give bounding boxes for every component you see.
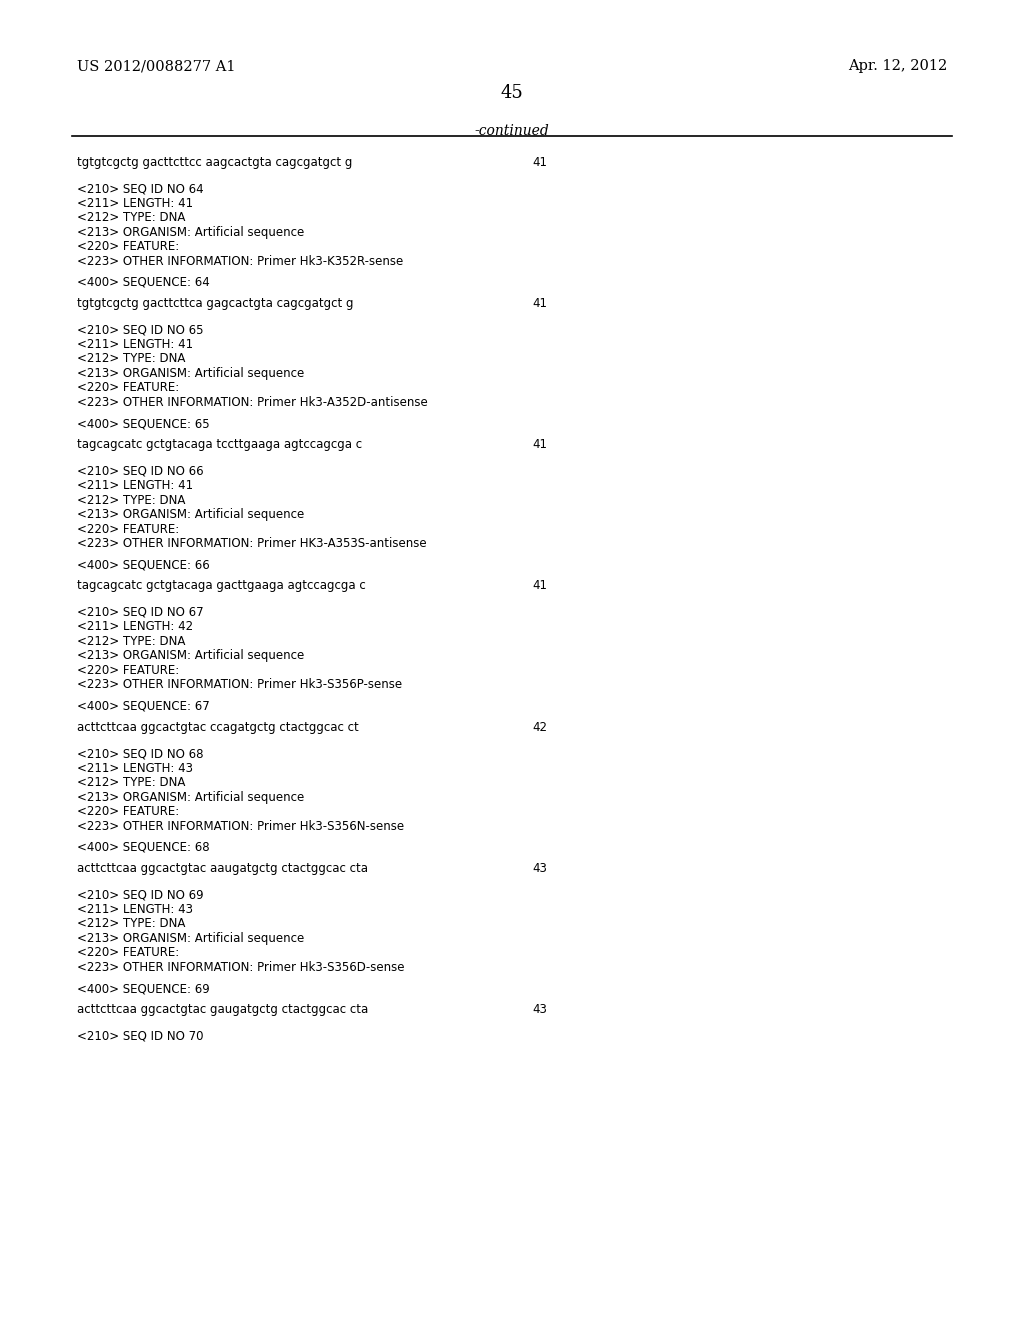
Text: <223> OTHER INFORMATION: Primer Hk3-K352R-sense: <223> OTHER INFORMATION: Primer Hk3-K352…: [77, 255, 403, 268]
Text: <220> FEATURE:: <220> FEATURE:: [77, 240, 179, 253]
Text: <220> FEATURE:: <220> FEATURE:: [77, 523, 179, 536]
Text: <211> LENGTH: 43: <211> LENGTH: 43: [77, 903, 193, 916]
Text: <212> TYPE: DNA: <212> TYPE: DNA: [77, 635, 185, 648]
Text: <213> ORGANISM: Artificial sequence: <213> ORGANISM: Artificial sequence: [77, 508, 304, 521]
Text: <400> SEQUENCE: 68: <400> SEQUENCE: 68: [77, 841, 210, 854]
Text: <213> ORGANISM: Artificial sequence: <213> ORGANISM: Artificial sequence: [77, 649, 304, 663]
Text: 41: 41: [532, 579, 548, 593]
Text: <400> SEQUENCE: 66: <400> SEQUENCE: 66: [77, 558, 210, 572]
Text: <223> OTHER INFORMATION: Primer Hk3-S356D-sense: <223> OTHER INFORMATION: Primer Hk3-S356…: [77, 961, 404, 974]
Text: tgtgtcgctg gacttcttcc aagcactgta cagcgatgct g: tgtgtcgctg gacttcttcc aagcactgta cagcgat…: [77, 156, 352, 169]
Text: <211> LENGTH: 42: <211> LENGTH: 42: [77, 620, 193, 634]
Text: <212> TYPE: DNA: <212> TYPE: DNA: [77, 352, 185, 366]
Text: US 2012/0088277 A1: US 2012/0088277 A1: [77, 59, 236, 74]
Text: acttcttcaa ggcactgtac gaugatgctg ctactggcac cta: acttcttcaa ggcactgtac gaugatgctg ctactgg…: [77, 1003, 368, 1016]
Text: 42: 42: [532, 721, 548, 734]
Text: <213> ORGANISM: Artificial sequence: <213> ORGANISM: Artificial sequence: [77, 932, 304, 945]
Text: <220> FEATURE:: <220> FEATURE:: [77, 664, 179, 677]
Text: <212> TYPE: DNA: <212> TYPE: DNA: [77, 776, 185, 789]
Text: 41: 41: [532, 438, 548, 451]
Text: <220> FEATURE:: <220> FEATURE:: [77, 381, 179, 395]
Text: 43: 43: [532, 1003, 548, 1016]
Text: <210> SEQ ID NO 65: <210> SEQ ID NO 65: [77, 323, 204, 337]
Text: <220> FEATURE:: <220> FEATURE:: [77, 946, 179, 960]
Text: 43: 43: [532, 862, 548, 875]
Text: <213> ORGANISM: Artificial sequence: <213> ORGANISM: Artificial sequence: [77, 791, 304, 804]
Text: <210> SEQ ID NO 68: <210> SEQ ID NO 68: [77, 747, 204, 760]
Text: <213> ORGANISM: Artificial sequence: <213> ORGANISM: Artificial sequence: [77, 367, 304, 380]
Text: <210> SEQ ID NO 64: <210> SEQ ID NO 64: [77, 182, 204, 195]
Text: <400> SEQUENCE: 69: <400> SEQUENCE: 69: [77, 982, 210, 995]
Text: 41: 41: [532, 297, 548, 310]
Text: acttcttcaa ggcactgtac ccagatgctg ctactggcac ct: acttcttcaa ggcactgtac ccagatgctg ctactgg…: [77, 721, 358, 734]
Text: Apr. 12, 2012: Apr. 12, 2012: [848, 59, 947, 74]
Text: <400> SEQUENCE: 65: <400> SEQUENCE: 65: [77, 417, 210, 430]
Text: acttcttcaa ggcactgtac aaugatgctg ctactggcac cta: acttcttcaa ggcactgtac aaugatgctg ctactgg…: [77, 862, 368, 875]
Text: <211> LENGTH: 43: <211> LENGTH: 43: [77, 762, 193, 775]
Text: 45: 45: [501, 84, 523, 103]
Text: <223> OTHER INFORMATION: Primer Hk3-A352D-antisense: <223> OTHER INFORMATION: Primer Hk3-A352…: [77, 396, 428, 409]
Text: <220> FEATURE:: <220> FEATURE:: [77, 805, 179, 818]
Text: <223> OTHER INFORMATION: Primer HK3-A353S-antisense: <223> OTHER INFORMATION: Primer HK3-A353…: [77, 537, 426, 550]
Text: <210> SEQ ID NO 66: <210> SEQ ID NO 66: [77, 465, 204, 478]
Text: <211> LENGTH: 41: <211> LENGTH: 41: [77, 338, 193, 351]
Text: <210> SEQ ID NO 67: <210> SEQ ID NO 67: [77, 606, 204, 619]
Text: -continued: -continued: [475, 124, 549, 139]
Text: tagcagcatc gctgtacaga tccttgaaga agtccagcga c: tagcagcatc gctgtacaga tccttgaaga agtccag…: [77, 438, 361, 451]
Text: <223> OTHER INFORMATION: Primer Hk3-S356P-sense: <223> OTHER INFORMATION: Primer Hk3-S356…: [77, 678, 402, 692]
Text: <400> SEQUENCE: 64: <400> SEQUENCE: 64: [77, 276, 210, 289]
Text: <223> OTHER INFORMATION: Primer Hk3-S356N-sense: <223> OTHER INFORMATION: Primer Hk3-S356…: [77, 820, 403, 833]
Text: <213> ORGANISM: Artificial sequence: <213> ORGANISM: Artificial sequence: [77, 226, 304, 239]
Text: <210> SEQ ID NO 70: <210> SEQ ID NO 70: [77, 1030, 204, 1043]
Text: <212> TYPE: DNA: <212> TYPE: DNA: [77, 211, 185, 224]
Text: 41: 41: [532, 156, 548, 169]
Text: <212> TYPE: DNA: <212> TYPE: DNA: [77, 494, 185, 507]
Text: <211> LENGTH: 41: <211> LENGTH: 41: [77, 197, 193, 210]
Text: tgtgtcgctg gacttcttca gagcactgta cagcgatgct g: tgtgtcgctg gacttcttca gagcactgta cagcgat…: [77, 297, 353, 310]
Text: <212> TYPE: DNA: <212> TYPE: DNA: [77, 917, 185, 931]
Text: <400> SEQUENCE: 67: <400> SEQUENCE: 67: [77, 700, 210, 713]
Text: tagcagcatc gctgtacaga gacttgaaga agtccagcga c: tagcagcatc gctgtacaga gacttgaaga agtccag…: [77, 579, 366, 593]
Text: <210> SEQ ID NO 69: <210> SEQ ID NO 69: [77, 888, 204, 902]
Text: <211> LENGTH: 41: <211> LENGTH: 41: [77, 479, 193, 492]
